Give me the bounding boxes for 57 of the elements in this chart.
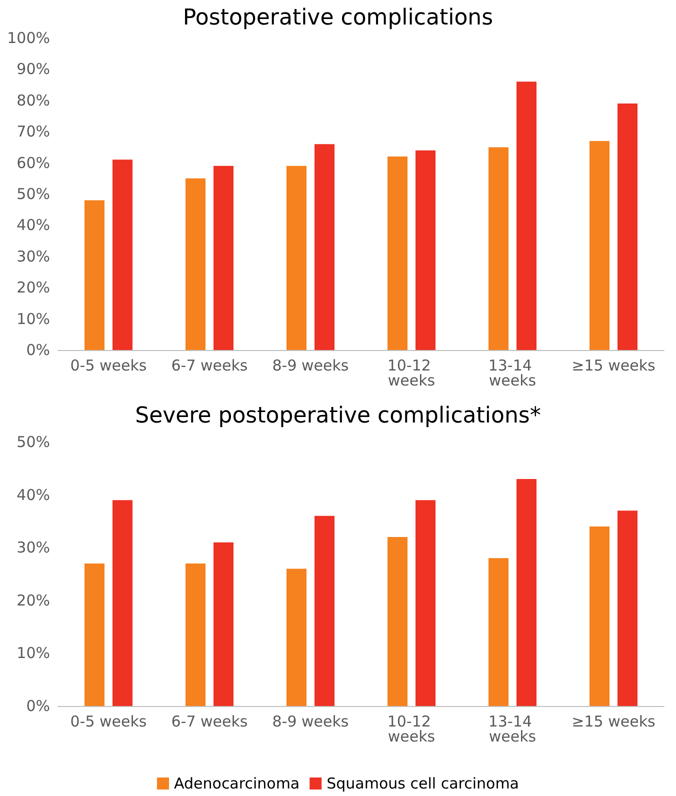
- x-tick-label: ≥15 weeks: [572, 712, 656, 730]
- bar: [388, 537, 408, 706]
- bar: [214, 166, 234, 350]
- y-tick-label: 10%: [16, 310, 50, 328]
- bar: [186, 563, 206, 706]
- y-tick-label: 50%: [16, 433, 50, 451]
- y-tick-label: 50%: [16, 185, 50, 203]
- bar: [186, 178, 206, 350]
- x-tick-label: 6-7 weeks: [171, 356, 248, 374]
- y-tick-label: 40%: [16, 486, 50, 504]
- bar: [84, 200, 104, 350]
- chart-title: Postoperative complications: [182, 6, 494, 30]
- y-tick-label: 10%: [16, 644, 50, 662]
- bar: [618, 104, 638, 350]
- bar: [314, 144, 334, 350]
- legend-label: Adenocarcinoma: [174, 774, 300, 792]
- y-tick-label: 30%: [16, 247, 50, 266]
- bar: [286, 568, 306, 706]
- bar: [516, 82, 536, 350]
- y-tick-label: 20%: [16, 278, 50, 297]
- y-tick-label: 90%: [16, 60, 50, 78]
- y-tick-label: 0%: [26, 697, 50, 715]
- y-tick-label: 80%: [16, 91, 50, 110]
- x-tick-label: 13-14 weeks: [488, 712, 537, 746]
- y-tick-label: 0%: [26, 341, 50, 359]
- x-tick-label: 13-14 weeks: [488, 356, 537, 390]
- bar: [214, 542, 234, 706]
- bar: [516, 478, 536, 706]
- y-tick-label: 30%: [16, 538, 50, 557]
- bar: [112, 500, 132, 706]
- bar: [112, 160, 132, 350]
- x-tick-label: 8-9 weeks: [272, 356, 349, 374]
- bar: [314, 516, 334, 706]
- bar: [618, 510, 638, 706]
- bar: [590, 140, 610, 350]
- y-tick-label: 100%: [7, 29, 50, 47]
- bar: [286, 166, 306, 350]
- bar: [416, 500, 436, 706]
- y-tick-label: 40%: [16, 216, 50, 234]
- x-tick-label: 8-9 weeks: [272, 712, 349, 730]
- x-tick-label: 6-7 weeks: [171, 712, 248, 730]
- x-tick-label: 10-12 weeks: [387, 356, 436, 390]
- bar: [590, 526, 610, 706]
- y-tick-label: 70%: [16, 122, 50, 141]
- x-tick-label: 0-5 weeks: [70, 712, 147, 730]
- bar: [84, 563, 104, 706]
- x-tick-label: 10-12 weeks: [387, 712, 436, 746]
- x-tick-label: ≥15 weeks: [572, 356, 656, 374]
- legend-label: Squamous cell carcinoma: [326, 774, 520, 792]
- x-tick-label: 0-5 weeks: [70, 356, 147, 374]
- bar: [388, 156, 408, 350]
- bar: [416, 150, 436, 350]
- chart-title: Severe postoperative complications*: [135, 404, 541, 428]
- bar: [488, 147, 508, 350]
- bar: [488, 558, 508, 706]
- y-tick-label: 20%: [16, 591, 50, 610]
- y-tick-label: 60%: [16, 154, 50, 172]
